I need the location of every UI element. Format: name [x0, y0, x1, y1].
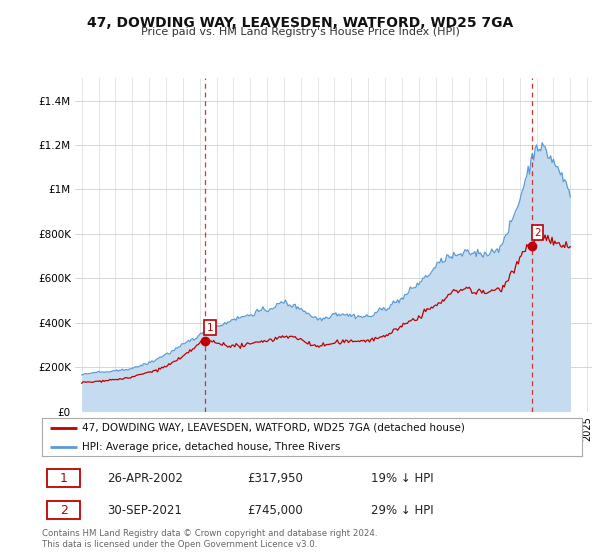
Text: £745,000: £745,000 — [247, 504, 303, 517]
Text: HPI: Average price, detached house, Three Rivers: HPI: Average price, detached house, Thre… — [83, 442, 341, 452]
Text: 2: 2 — [534, 228, 541, 238]
FancyBboxPatch shape — [47, 469, 80, 487]
Text: 47, DOWDING WAY, LEAVESDEN, WATFORD, WD25 7GA: 47, DOWDING WAY, LEAVESDEN, WATFORD, WD2… — [87, 16, 513, 30]
Text: 1: 1 — [59, 472, 68, 484]
Text: 19% ↓ HPI: 19% ↓ HPI — [371, 472, 434, 484]
Text: Contains HM Land Registry data © Crown copyright and database right 2024.
This d: Contains HM Land Registry data © Crown c… — [42, 529, 377, 549]
Text: 47, DOWDING WAY, LEAVESDEN, WATFORD, WD25 7GA (detached house): 47, DOWDING WAY, LEAVESDEN, WATFORD, WD2… — [83, 423, 466, 433]
Text: 30-SEP-2021: 30-SEP-2021 — [107, 504, 182, 517]
Text: Price paid vs. HM Land Registry's House Price Index (HPI): Price paid vs. HM Land Registry's House … — [140, 27, 460, 37]
Text: 26-APR-2002: 26-APR-2002 — [107, 472, 182, 484]
Text: 1: 1 — [207, 323, 214, 333]
Text: £317,950: £317,950 — [247, 472, 303, 484]
Text: 29% ↓ HPI: 29% ↓ HPI — [371, 504, 434, 517]
FancyBboxPatch shape — [47, 501, 80, 519]
Text: 2: 2 — [59, 504, 68, 517]
